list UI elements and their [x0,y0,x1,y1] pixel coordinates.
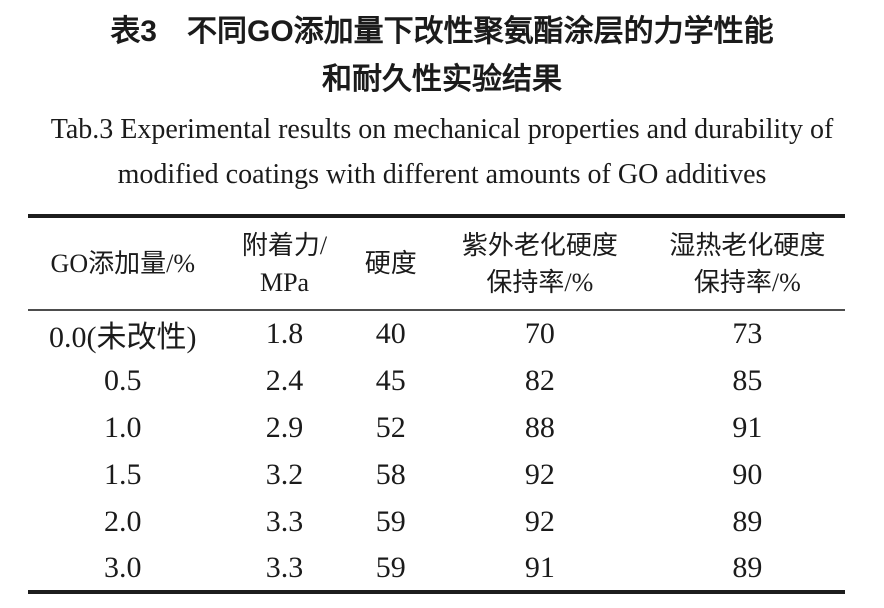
caption-en-line2: modified coatings with different amounts… [117,159,767,190]
header-row: GO添加量/% 附着力/ MPa 硬度 紫外老化硬度 保持率/% 湿热老化硬度 … [28,216,845,310]
table-row: 1.5 3.2 58 92 90 [28,451,845,498]
cell-damp-heat-retention: 85 [732,363,763,397]
cell-adhesion: 3.2 [265,457,304,491]
caption-zh-line2: 和耐久性实验结果 [322,63,562,96]
cell-damp-heat-retention: 91 [732,410,763,444]
caption-en-line1: Tab.3 Experimental results on mechanical… [50,114,834,145]
cell-adhesion: 3.3 [265,504,304,538]
col-header-go-amount-line1: GO添加量/% [50,249,195,278]
cell-uv-retention: 92 [524,504,555,538]
table-row: 0.5 2.4 45 82 85 [28,357,845,404]
cell-hardness: 52 [375,410,406,444]
cell-damp-heat-retention: 89 [732,504,763,538]
col-header-uv-aging-retention-line2: 保持率/% [486,267,594,297]
col-header-adhesion: 附着力/ MPa [218,216,352,310]
col-header-uv-aging-retention-line1: 紫外老化硬度 [461,230,618,260]
cell-uv-retention: 82 [524,363,555,397]
col-header-adhesion-line1: 附着力/ [241,230,328,260]
cell-uv-retention: 88 [524,410,555,444]
cell-go-amount: 1.0 [104,410,142,444]
cell-hardness: 59 [375,550,406,584]
cell-adhesion: 2.4 [265,363,304,397]
cell-hardness: 58 [375,457,406,491]
col-header-damp-heat-retention: 湿热老化硬度 保持率/% [650,216,845,310]
cell-uv-retention: 91 [524,550,555,584]
cell-hardness: 59 [375,504,406,538]
cell-adhesion: 3.3 [265,550,304,584]
cell-go-amount: 1.5 [104,457,142,491]
cell-uv-retention: 70 [524,317,555,350]
table-caption-en: Tab.3 Experimental results on mechanical… [0,107,884,197]
cell-hardness: 45 [375,363,406,397]
caption-zh-line1: 表3 不同GO添加量下改性聚氨酯涂层的力学性能 [110,15,774,48]
table-row: 1.0 2.9 52 88 91 [28,404,845,451]
col-header-damp-heat-retention-line2: 保持率/% [693,267,801,297]
table-caption-zh: 表3 不同GO添加量下改性聚氨酯涂层的力学性能 和耐久性实验结果 [0,8,884,104]
results-table: GO添加量/% 附着力/ MPa 硬度 紫外老化硬度 保持率/% 湿热老化硬度 … [28,214,845,594]
col-header-go-amount: GO添加量/% [28,216,218,310]
col-header-damp-heat-retention-line1: 湿热老化硬度 [669,230,826,260]
col-header-hardness: 硬度 [352,216,430,310]
table-row: 3.0 3.3 59 91 89 [28,545,845,592]
col-header-hardness-line1: 硬度 [364,249,417,278]
cell-adhesion: 2.9 [265,410,304,444]
table-row: 2.0 3.3 59 92 89 [28,498,845,545]
cell-go-amount: 2.0 [104,504,142,538]
cell-adhesion: 1.8 [265,317,304,350]
table-row: 0.0(未改性) 1.8 40 70 73 [28,310,845,357]
cell-damp-heat-retention: 89 [732,550,763,584]
col-header-adhesion-line2: MPa [259,267,310,297]
cell-go-amount: 0.0(未改性) [49,321,197,354]
cell-uv-retention: 92 [524,457,555,491]
cell-go-amount: 0.5 [104,363,142,397]
col-header-uv-aging-retention: 紫外老化硬度 保持率/% [430,216,650,310]
cell-damp-heat-retention: 90 [732,457,763,491]
cell-go-amount: 3.0 [104,550,142,584]
cell-hardness: 40 [375,317,406,350]
cell-damp-heat-retention: 73 [732,317,763,350]
